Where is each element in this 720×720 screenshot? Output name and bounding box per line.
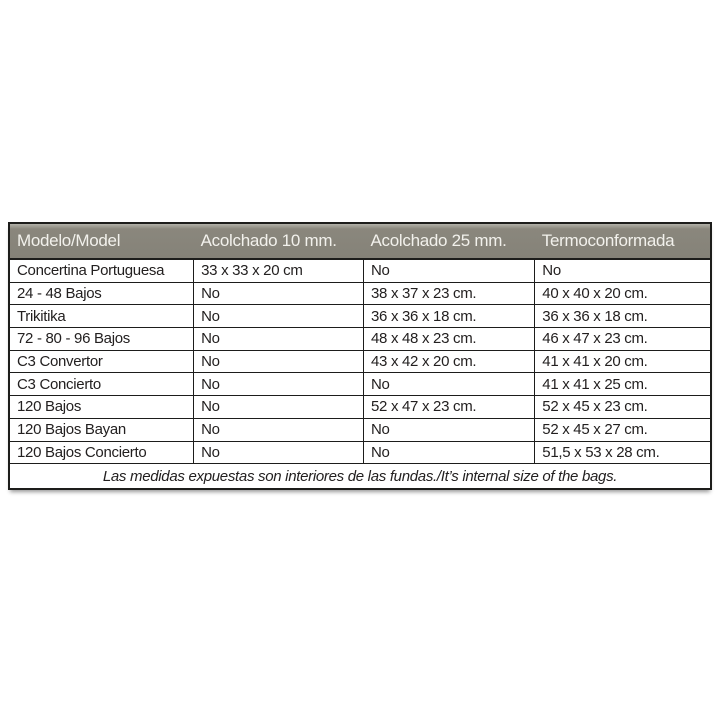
cell-acolchado-10: No (193, 395, 364, 419)
table-row: 120 Bajos Bayan No No 52 x 45 x 27 cm. (8, 417, 712, 442)
cell-acolchado-25: No (362, 440, 536, 465)
cell-acolchado-10: No (193, 281, 364, 306)
spec-table: Modelo/Model Acolchado 10 mm. Acolchado … (8, 222, 712, 490)
cell-acolchado-25: 48 x 48 x 23 cm. (362, 327, 536, 351)
cell-model: C3 Concierto (8, 372, 195, 397)
cell-acolchado-25: No (362, 258, 536, 283)
cell-acolchado-10: No (193, 417, 364, 442)
header-cell-modelo: Modelo/Model (9, 223, 194, 260)
cell-model: 120 Bajos Bayan (8, 417, 195, 442)
table-row: 120 Bajos Concierto No No 51,5 x 53 x 28… (8, 440, 712, 465)
cell-termoconformada: 41 x 41 x 20 cm. (534, 349, 712, 374)
cell-acolchado-25: 38 x 37 x 23 cm. (362, 281, 536, 306)
cell-termoconformada: 41 x 41 x 25 cm. (534, 372, 712, 397)
table-row: C3 Convertor No 43 x 42 x 20 cm. 41 x 41… (8, 349, 712, 374)
footer-row: Las medidas expuestas son interiores de … (8, 463, 712, 490)
table-row: Concertina Portuguesa 33 x 33 x 20 cm No… (8, 258, 712, 283)
cell-termoconformada: 52 x 45 x 27 cm. (534, 417, 712, 442)
header-cell-acolchado-10: Acolchado 10 mm. (193, 223, 364, 260)
cell-acolchado-10: No (193, 349, 364, 374)
cell-model: 24 - 48 Bajos (8, 281, 195, 306)
cell-acolchado-10: No (193, 304, 364, 329)
cell-termoconformada: 36 x 36 x 18 cm. (534, 304, 712, 329)
cell-acolchado-10: No (193, 372, 364, 397)
cell-termoconformada: 40 x 40 x 20 cm. (534, 281, 712, 306)
cell-model: 72 - 80 - 96 Bajos (8, 327, 195, 351)
header-cell-termoconformada: Termoconformada (534, 223, 711, 260)
cell-model: Trikitika (8, 304, 195, 329)
table-row: 24 - 48 Bajos No 38 x 37 x 23 cm. 40 x 4… (8, 281, 712, 306)
cell-acolchado-25: 43 x 42 x 20 cm. (362, 349, 536, 374)
cell-acolchado-25: 36 x 36 x 18 cm. (362, 304, 536, 329)
header-cell-acolchado-25: Acolchado 25 mm. (363, 223, 535, 260)
header-row: Modelo/Model Acolchado 10 mm. Acolchado … (9, 223, 711, 260)
cell-acolchado-25: 52 x 47 x 23 cm. (362, 395, 536, 419)
cell-acolchado-10: 33 x 33 x 20 cm (193, 258, 364, 283)
cell-termoconformada: 52 x 45 x 23 cm. (534, 395, 712, 419)
cell-acolchado-25: No (362, 417, 536, 442)
cell-termoconformada: 51,5 x 53 x 28 cm. (534, 440, 712, 465)
table-row: 120 Bajos No 52 x 47 x 23 cm. 52 x 45 x … (8, 395, 712, 419)
cell-termoconformada: No (534, 258, 712, 283)
cell-acolchado-10: No (193, 440, 364, 465)
table-row: Trikitika No 36 x 36 x 18 cm. 36 x 36 x … (8, 304, 712, 329)
cell-termoconformada: 46 x 47 x 23 cm. (534, 327, 712, 351)
cell-model: 120 Bajos (8, 395, 195, 419)
cell-model: Concertina Portuguesa (8, 258, 195, 283)
table-row: 72 - 80 - 96 Bajos No 48 x 48 x 23 cm. 4… (8, 327, 712, 351)
table-row: C3 Concierto No No 41 x 41 x 25 cm. (8, 372, 712, 397)
cell-acolchado-25: No (362, 372, 536, 397)
cell-acolchado-10: No (193, 327, 364, 351)
cell-model: C3 Convertor (8, 349, 195, 374)
cell-model: 120 Bajos Concierto (8, 440, 195, 465)
footer-note: Las medidas expuestas son interiores de … (8, 463, 712, 490)
